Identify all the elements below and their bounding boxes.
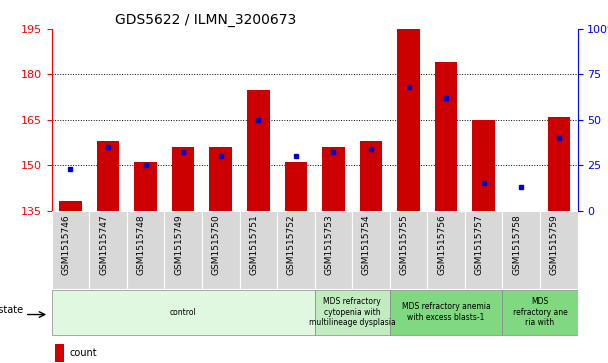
- Bar: [465, 211, 502, 289]
- Bar: [502, 290, 578, 335]
- Text: GSM1515751: GSM1515751: [249, 215, 258, 275]
- Bar: [285, 162, 307, 211]
- Bar: [502, 211, 540, 289]
- Text: GSM1515748: GSM1515748: [137, 215, 145, 275]
- Bar: [134, 162, 157, 211]
- Text: GSM1515752: GSM1515752: [287, 215, 296, 275]
- Bar: [59, 201, 81, 211]
- Bar: [390, 290, 502, 335]
- Bar: [435, 62, 457, 211]
- Bar: [97, 141, 119, 211]
- Bar: [52, 211, 89, 289]
- Bar: [360, 141, 382, 211]
- Text: GSM1515756: GSM1515756: [437, 215, 446, 275]
- Bar: [52, 290, 315, 335]
- Text: GSM1515747: GSM1515747: [99, 215, 108, 275]
- Bar: [209, 147, 232, 211]
- Text: GSM1515757: GSM1515757: [475, 215, 484, 275]
- Text: count: count: [70, 348, 97, 358]
- Text: GSM1515746: GSM1515746: [61, 215, 71, 275]
- Bar: [322, 147, 345, 211]
- Text: GSM1515759: GSM1515759: [550, 215, 559, 275]
- Bar: [352, 211, 390, 289]
- Bar: [390, 211, 427, 289]
- Text: GSM1515758: GSM1515758: [513, 215, 521, 275]
- Bar: [315, 211, 352, 289]
- Bar: [55, 344, 64, 362]
- Text: MDS refractory
cytopenia with
multilineage dysplasia: MDS refractory cytopenia with multilinea…: [309, 297, 396, 327]
- Bar: [472, 120, 495, 211]
- Bar: [548, 117, 570, 211]
- Text: GSM1515753: GSM1515753: [325, 215, 333, 275]
- Bar: [397, 29, 420, 211]
- Bar: [89, 211, 127, 289]
- Bar: [164, 211, 202, 289]
- Bar: [202, 211, 240, 289]
- Bar: [315, 290, 390, 335]
- Text: GSM1515749: GSM1515749: [174, 215, 183, 275]
- Bar: [127, 211, 164, 289]
- Bar: [540, 211, 578, 289]
- Bar: [427, 211, 465, 289]
- Bar: [240, 211, 277, 289]
- Text: MDS refractory anemia
with excess blasts-1: MDS refractory anemia with excess blasts…: [402, 302, 491, 322]
- Text: control: control: [170, 308, 196, 317]
- Text: GSM1515750: GSM1515750: [212, 215, 221, 275]
- Bar: [277, 211, 315, 289]
- Bar: [247, 90, 269, 211]
- Bar: [172, 147, 195, 211]
- Text: MDS
refractory ane
ria with: MDS refractory ane ria with: [513, 297, 567, 327]
- Text: GDS5622 / ILMN_3200673: GDS5622 / ILMN_3200673: [115, 13, 296, 26]
- Text: GSM1515754: GSM1515754: [362, 215, 371, 275]
- Text: disease state: disease state: [0, 305, 23, 315]
- Text: GSM1515755: GSM1515755: [399, 215, 409, 275]
